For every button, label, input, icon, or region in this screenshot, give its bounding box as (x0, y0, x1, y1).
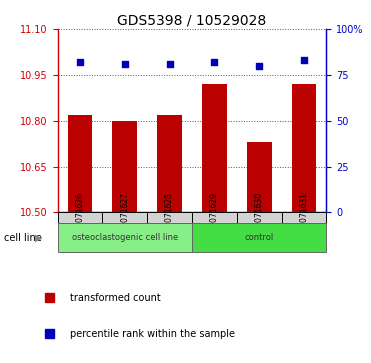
Title: GDS5398 / 10529028: GDS5398 / 10529028 (117, 14, 267, 28)
Point (77, 59, 83, 65)
Text: control: control (244, 233, 274, 242)
Text: percentile rank within the sample: percentile rank within the sample (70, 329, 236, 339)
Text: transformed count: transformed count (70, 293, 161, 303)
Bar (282, 212, 326, 223)
Bar (102, 212, 147, 223)
Text: cell line: cell line (4, 233, 42, 243)
Bar (147, 212, 192, 223)
Text: GSM1071629: GSM1071629 (210, 192, 219, 243)
Bar (58, 223, 192, 252)
Bar (112, 121, 137, 212)
Bar (68, 115, 92, 212)
Text: GSM1071630: GSM1071630 (255, 192, 264, 243)
Point (122, 61, 128, 67)
Point (211, 59, 217, 65)
Bar (157, 115, 182, 212)
Text: GSM1071631: GSM1071631 (299, 192, 309, 243)
Point (301, 57, 307, 63)
Bar (192, 223, 326, 252)
Bar (237, 212, 282, 223)
Bar (247, 142, 272, 212)
Text: GSM1071628: GSM1071628 (165, 192, 174, 243)
Bar (58, 212, 102, 223)
Bar (292, 84, 316, 212)
Text: GSM1071626: GSM1071626 (75, 192, 85, 243)
Text: osteoclastogenic cell line: osteoclastogenic cell line (72, 233, 178, 242)
Text: GSM1071627: GSM1071627 (120, 192, 129, 243)
Bar (202, 84, 227, 212)
Point (167, 61, 173, 67)
Point (256, 63, 262, 69)
Bar (192, 212, 237, 223)
Text: ▶: ▶ (35, 233, 43, 243)
